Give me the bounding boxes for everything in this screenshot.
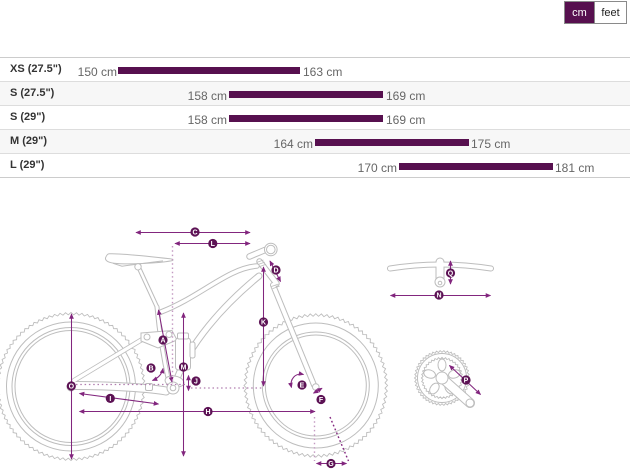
svg-text:K: K xyxy=(261,320,266,327)
svg-text:J: J xyxy=(194,379,198,386)
svg-text:C: C xyxy=(192,230,197,237)
svg-text:E: E xyxy=(300,383,305,390)
svg-text:Q: Q xyxy=(448,271,454,278)
svg-text:G: G xyxy=(328,461,334,468)
svg-text:P: P xyxy=(464,378,469,385)
svg-text:O: O xyxy=(69,384,75,391)
svg-text:I: I xyxy=(109,396,111,403)
svg-text:M: M xyxy=(181,365,187,372)
svg-text:F: F xyxy=(319,397,324,404)
svg-text:A: A xyxy=(160,338,165,345)
svg-text:N: N xyxy=(436,293,441,300)
svg-text:D: D xyxy=(273,268,278,275)
svg-text:H: H xyxy=(205,409,210,416)
svg-text:B: B xyxy=(148,366,153,373)
svg-text:L: L xyxy=(211,241,216,248)
